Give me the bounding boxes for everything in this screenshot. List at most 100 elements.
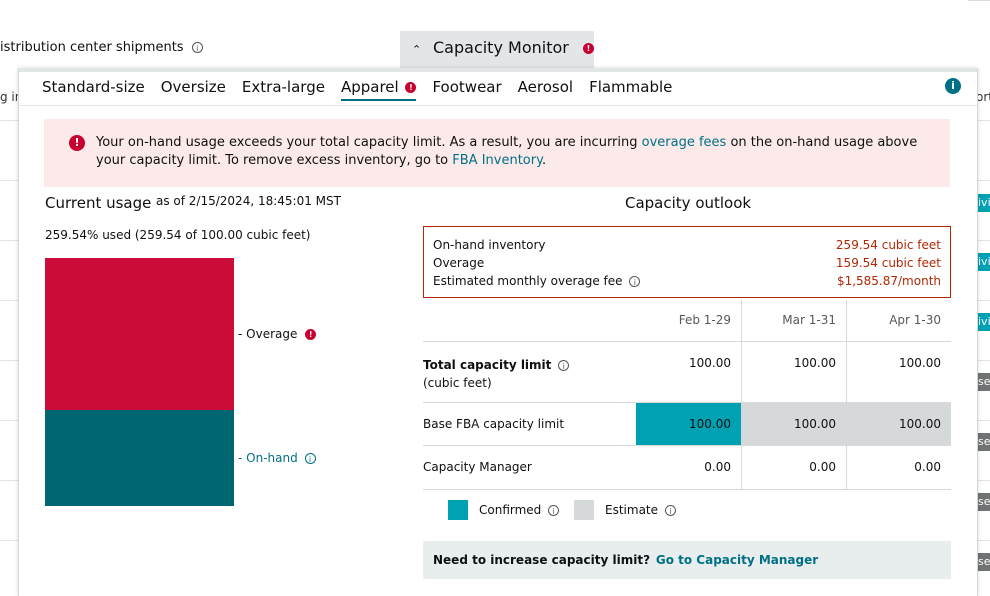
tab-label: Footwear (432, 78, 502, 96)
total-capacity-sublabel: (cubic feet) (423, 376, 492, 390)
column-header: Apr 1-30 (889, 313, 941, 327)
capacity-outlook-title: Capacity outlook (625, 194, 752, 212)
info-icon[interactable]: i (191, 42, 203, 53)
column-divider (741, 300, 742, 490)
summary-label: Estimated monthly overage fee (433, 274, 623, 288)
capacity-manager-link[interactable]: Go to Capacity Manager (655, 553, 819, 567)
current-usage-title: Current usage (45, 194, 152, 212)
status-badge: ivi (977, 313, 990, 331)
shipments-link[interactable]: istribution center shipments i (0, 40, 203, 55)
confirmed-cell: 100.00 (636, 403, 741, 445)
summary-label: On-hand inventory (433, 238, 546, 252)
summary-value: $1,585.87/month (836, 274, 941, 288)
background-divider (968, 0, 990, 1)
summary-row: On-hand inventory 259.54 cubic feet (433, 236, 941, 254)
alert-icon: ! (582, 43, 594, 54)
status-badge: ivi (977, 194, 990, 212)
panel-top-border (19, 68, 977, 72)
capacity-manager-banner: Need to increase capacity limit? Go to C… (423, 541, 951, 579)
status-badge: sec (977, 373, 990, 391)
alert-text: on the on-hand usage above your capacity… (96, 135, 918, 168)
overage-bar (45, 258, 234, 410)
overage-alert: ! Your on-hand usage exceeds your total … (44, 119, 950, 187)
legend-estimate-label: Estimate (605, 503, 659, 517)
table-cell: 100.00 (794, 356, 836, 370)
fba-inventory-link[interactable]: FBA Inventory (452, 153, 542, 168)
info-icon[interactable]: i (304, 453, 316, 464)
legend-overage-label: Overage (246, 327, 298, 341)
column-divider (846, 300, 847, 490)
tab-footwear[interactable]: Footwear (432, 78, 501, 101)
legend-estimate: Estimate i (605, 503, 676, 517)
table-row: Capacity Manager 0.00 0.00 0.00 (423, 446, 951, 490)
tab-standard-size[interactable]: Standard-size (42, 78, 145, 101)
background-text-fragment: g in (0, 90, 23, 104)
alert-text: Your on-hand usage exceeds your total ca… (96, 135, 642, 150)
footer-question: Need to increase capacity limit? (433, 553, 651, 567)
table-cell: 0.00 (704, 460, 731, 474)
alert-icon: ! (305, 329, 317, 340)
table-cell: 0.00 (914, 460, 941, 474)
legend-onhand-label: On-hand (246, 451, 298, 465)
chevron-up-icon: ⌃ (412, 43, 422, 56)
summary-value: 259.54 cubic feet (835, 238, 941, 252)
estimate-cell: 100.00 (741, 403, 846, 445)
tab-apparel[interactable]: Apparel ! (340, 78, 417, 101)
column-header: Feb 1-29 (678, 313, 731, 327)
tab-label: Apparel (340, 78, 399, 96)
onhand-bar (45, 410, 234, 506)
tab-label: Extra-large (241, 78, 325, 96)
legend-onhand[interactable]: - On-hand i (238, 451, 316, 465)
table-row: Total capacity limit i (cubic feet) 100.… (423, 342, 951, 403)
column-header: Mar 1-31 (782, 313, 836, 327)
table-cell: 100.00 (689, 356, 731, 370)
summary-row: Estimated monthly overage fee i $1,585.8… (433, 272, 941, 290)
alert-text: . (541, 153, 547, 168)
current-usage-timestamp: as of 2/15/2024, 18:45:01 MST (156, 194, 341, 208)
status-badge: sec (977, 433, 990, 451)
tab-flammable[interactable]: Flammable (589, 78, 672, 101)
legend-confirmed: Confirmed i (479, 503, 560, 517)
confirmed-swatch (448, 500, 468, 520)
table-header-row: Feb 1-29 Mar 1-31 Apr 1-30 (423, 300, 951, 342)
alert-icon: ! (405, 82, 417, 93)
overage-fees-link[interactable]: overage fees (641, 135, 727, 150)
capacity-table: Feb 1-29 Mar 1-31 Apr 1-30 Total capacit… (423, 300, 951, 490)
summary-label: Overage (433, 256, 485, 270)
row-label: Total capacity limit i (cubic feet) (423, 342, 636, 402)
info-icon[interactable]: i (945, 78, 961, 94)
info-icon[interactable]: i (558, 360, 570, 371)
status-badge: sec (977, 493, 990, 511)
tab-aerosol[interactable]: Aerosol (518, 78, 573, 101)
table-row: Base FBA capacity limit 100.00 100.00 10… (423, 403, 951, 446)
legend-overage: - Overage ! (238, 327, 317, 341)
shipments-label: istribution center shipments (0, 40, 184, 55)
current-usage-percent: 259.54% used (259.54 of 100.00 cubic fee… (45, 228, 311, 242)
tabs-divider (19, 105, 977, 106)
tab-oversize[interactable]: Oversize (161, 78, 226, 101)
status-badge: ivi (977, 253, 990, 271)
error-icon: ! (69, 135, 85, 151)
legend-confirmed-label: Confirmed (479, 503, 542, 517)
row-label: Capacity Manager (423, 460, 532, 474)
tab-label: Flammable (589, 78, 673, 96)
category-tabs: Standard-size Oversize Extra-large Appar… (42, 78, 688, 101)
tab-label: Oversize (160, 78, 226, 96)
estimate-swatch (574, 500, 594, 520)
capacity-monitor-toggle[interactable]: ⌃ Capacity Monitor ! (400, 31, 594, 68)
info-icon[interactable]: i (664, 505, 676, 516)
overage-summary-box: On-hand inventory 259.54 cubic feet Over… (423, 226, 951, 298)
summary-row: Overage 159.54 cubic feet (433, 254, 941, 272)
tab-extra-large[interactable]: Extra-large (242, 78, 325, 101)
table-cell: 100.00 (899, 356, 941, 370)
summary-value: 159.54 cubic feet (835, 256, 941, 270)
total-capacity-label: Total capacity limit (423, 358, 552, 372)
estimate-cell: 100.00 (846, 403, 951, 445)
info-icon[interactable]: i (548, 505, 560, 516)
table-cell: 0.00 (809, 460, 836, 474)
capacity-monitor-title: Capacity Monitor (433, 38, 569, 57)
status-badge: sec (977, 553, 990, 571)
background-text-fragment-right: ort (976, 90, 990, 104)
tab-label: Standard-size (42, 78, 145, 96)
info-icon[interactable]: i (629, 276, 641, 287)
